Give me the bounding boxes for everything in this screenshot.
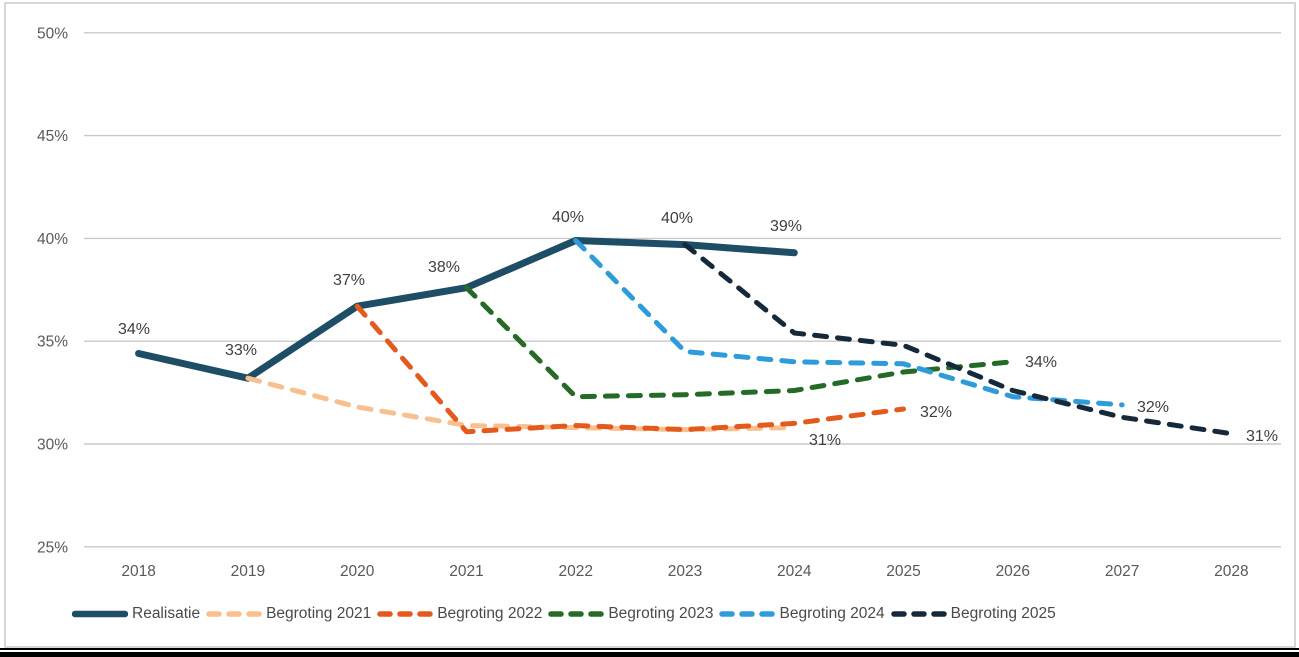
legend-label: Begroting 2023 — [608, 605, 714, 622]
data-label: 37% — [333, 272, 365, 289]
legend-label: Begroting 2024 — [779, 605, 885, 622]
data-label: 38% — [428, 259, 460, 276]
data-label: 33% — [225, 342, 257, 359]
data-label: 40% — [661, 210, 693, 227]
x-tick-2023: 2023 — [668, 563, 702, 580]
y-tick-label: 50% — [37, 25, 68, 42]
series-begroting-2025 — [682, 242, 1234, 437]
legend-label: Begroting 2025 — [950, 605, 1056, 622]
y-tick-label: 45% — [37, 128, 68, 145]
x-tick-2027: 2027 — [1105, 563, 1139, 580]
chart-card: 50% 45% 40% 35% 30% 25% 2018 2019 2020 2021 2022 20… — [4, 2, 1296, 648]
series-begroting-2023 — [464, 285, 1016, 400]
data-label: 40% — [552, 209, 584, 226]
legend-label: Begroting 2022 — [437, 605, 543, 622]
x-tick-2026: 2026 — [996, 563, 1030, 580]
data-label: 34% — [118, 321, 150, 338]
series-begroting-2024 — [573, 238, 1125, 408]
y-tick-label: 30% — [37, 437, 68, 454]
y-tick-label: 35% — [37, 334, 68, 351]
chart-legend: Realisatie Begroting 2021 Begroting 2022 Be… — [72, 605, 1056, 623]
legend-swatch-icon — [719, 611, 776, 617]
x-tick-2024: 2024 — [777, 563, 812, 580]
legend-swatch-icon — [206, 611, 262, 617]
legend-item-begroting-2021: Begroting 2021 — [206, 605, 371, 623]
legend-swatch-icon — [377, 611, 433, 617]
series-begroting-2021 — [245, 375, 797, 433]
data-label: 32% — [920, 404, 952, 421]
x-tick-2022: 2022 — [558, 563, 592, 580]
legend-swatch-icon — [72, 610, 128, 618]
page-bottom-border — [0, 648, 1299, 657]
data-label: 39% — [770, 218, 802, 235]
line-chart: 50% 45% 40% 35% 30% 25% 2018 2019 2020 2021 2022 20… — [37, 25, 1281, 580]
legend-item-begroting-2022: Begroting 2022 — [377, 605, 542, 623]
legend-swatch-icon — [890, 611, 947, 617]
data-label: 34% — [1025, 354, 1057, 371]
x-tick-2025: 2025 — [886, 563, 920, 580]
data-label: 31% — [809, 432, 841, 449]
x-tick-2020: 2020 — [340, 563, 375, 580]
legend-item-begroting-2024: Begroting 2024 — [719, 605, 885, 623]
x-tick-2018: 2018 — [121, 563, 155, 580]
legend-item-begroting-2025: Begroting 2025 — [890, 605, 1056, 623]
series-begroting-2022 — [354, 303, 906, 435]
y-tick-label: 25% — [37, 539, 68, 556]
legend-item-realisatie: Realisatie — [72, 605, 200, 623]
legend-item-begroting-2023: Begroting 2023 — [548, 605, 713, 623]
x-tick-2019: 2019 — [231, 563, 265, 580]
legend-swatch-icon — [548, 611, 605, 617]
legend-label: Realisatie — [132, 605, 201, 622]
x-tick-2021: 2021 — [449, 563, 483, 580]
legend-label: Begroting 2021 — [266, 605, 372, 622]
data-label: 32% — [1137, 399, 1169, 416]
y-tick-label: 40% — [37, 231, 68, 248]
data-label: 31% — [1246, 428, 1278, 445]
x-tick-2028: 2028 — [1214, 563, 1248, 580]
